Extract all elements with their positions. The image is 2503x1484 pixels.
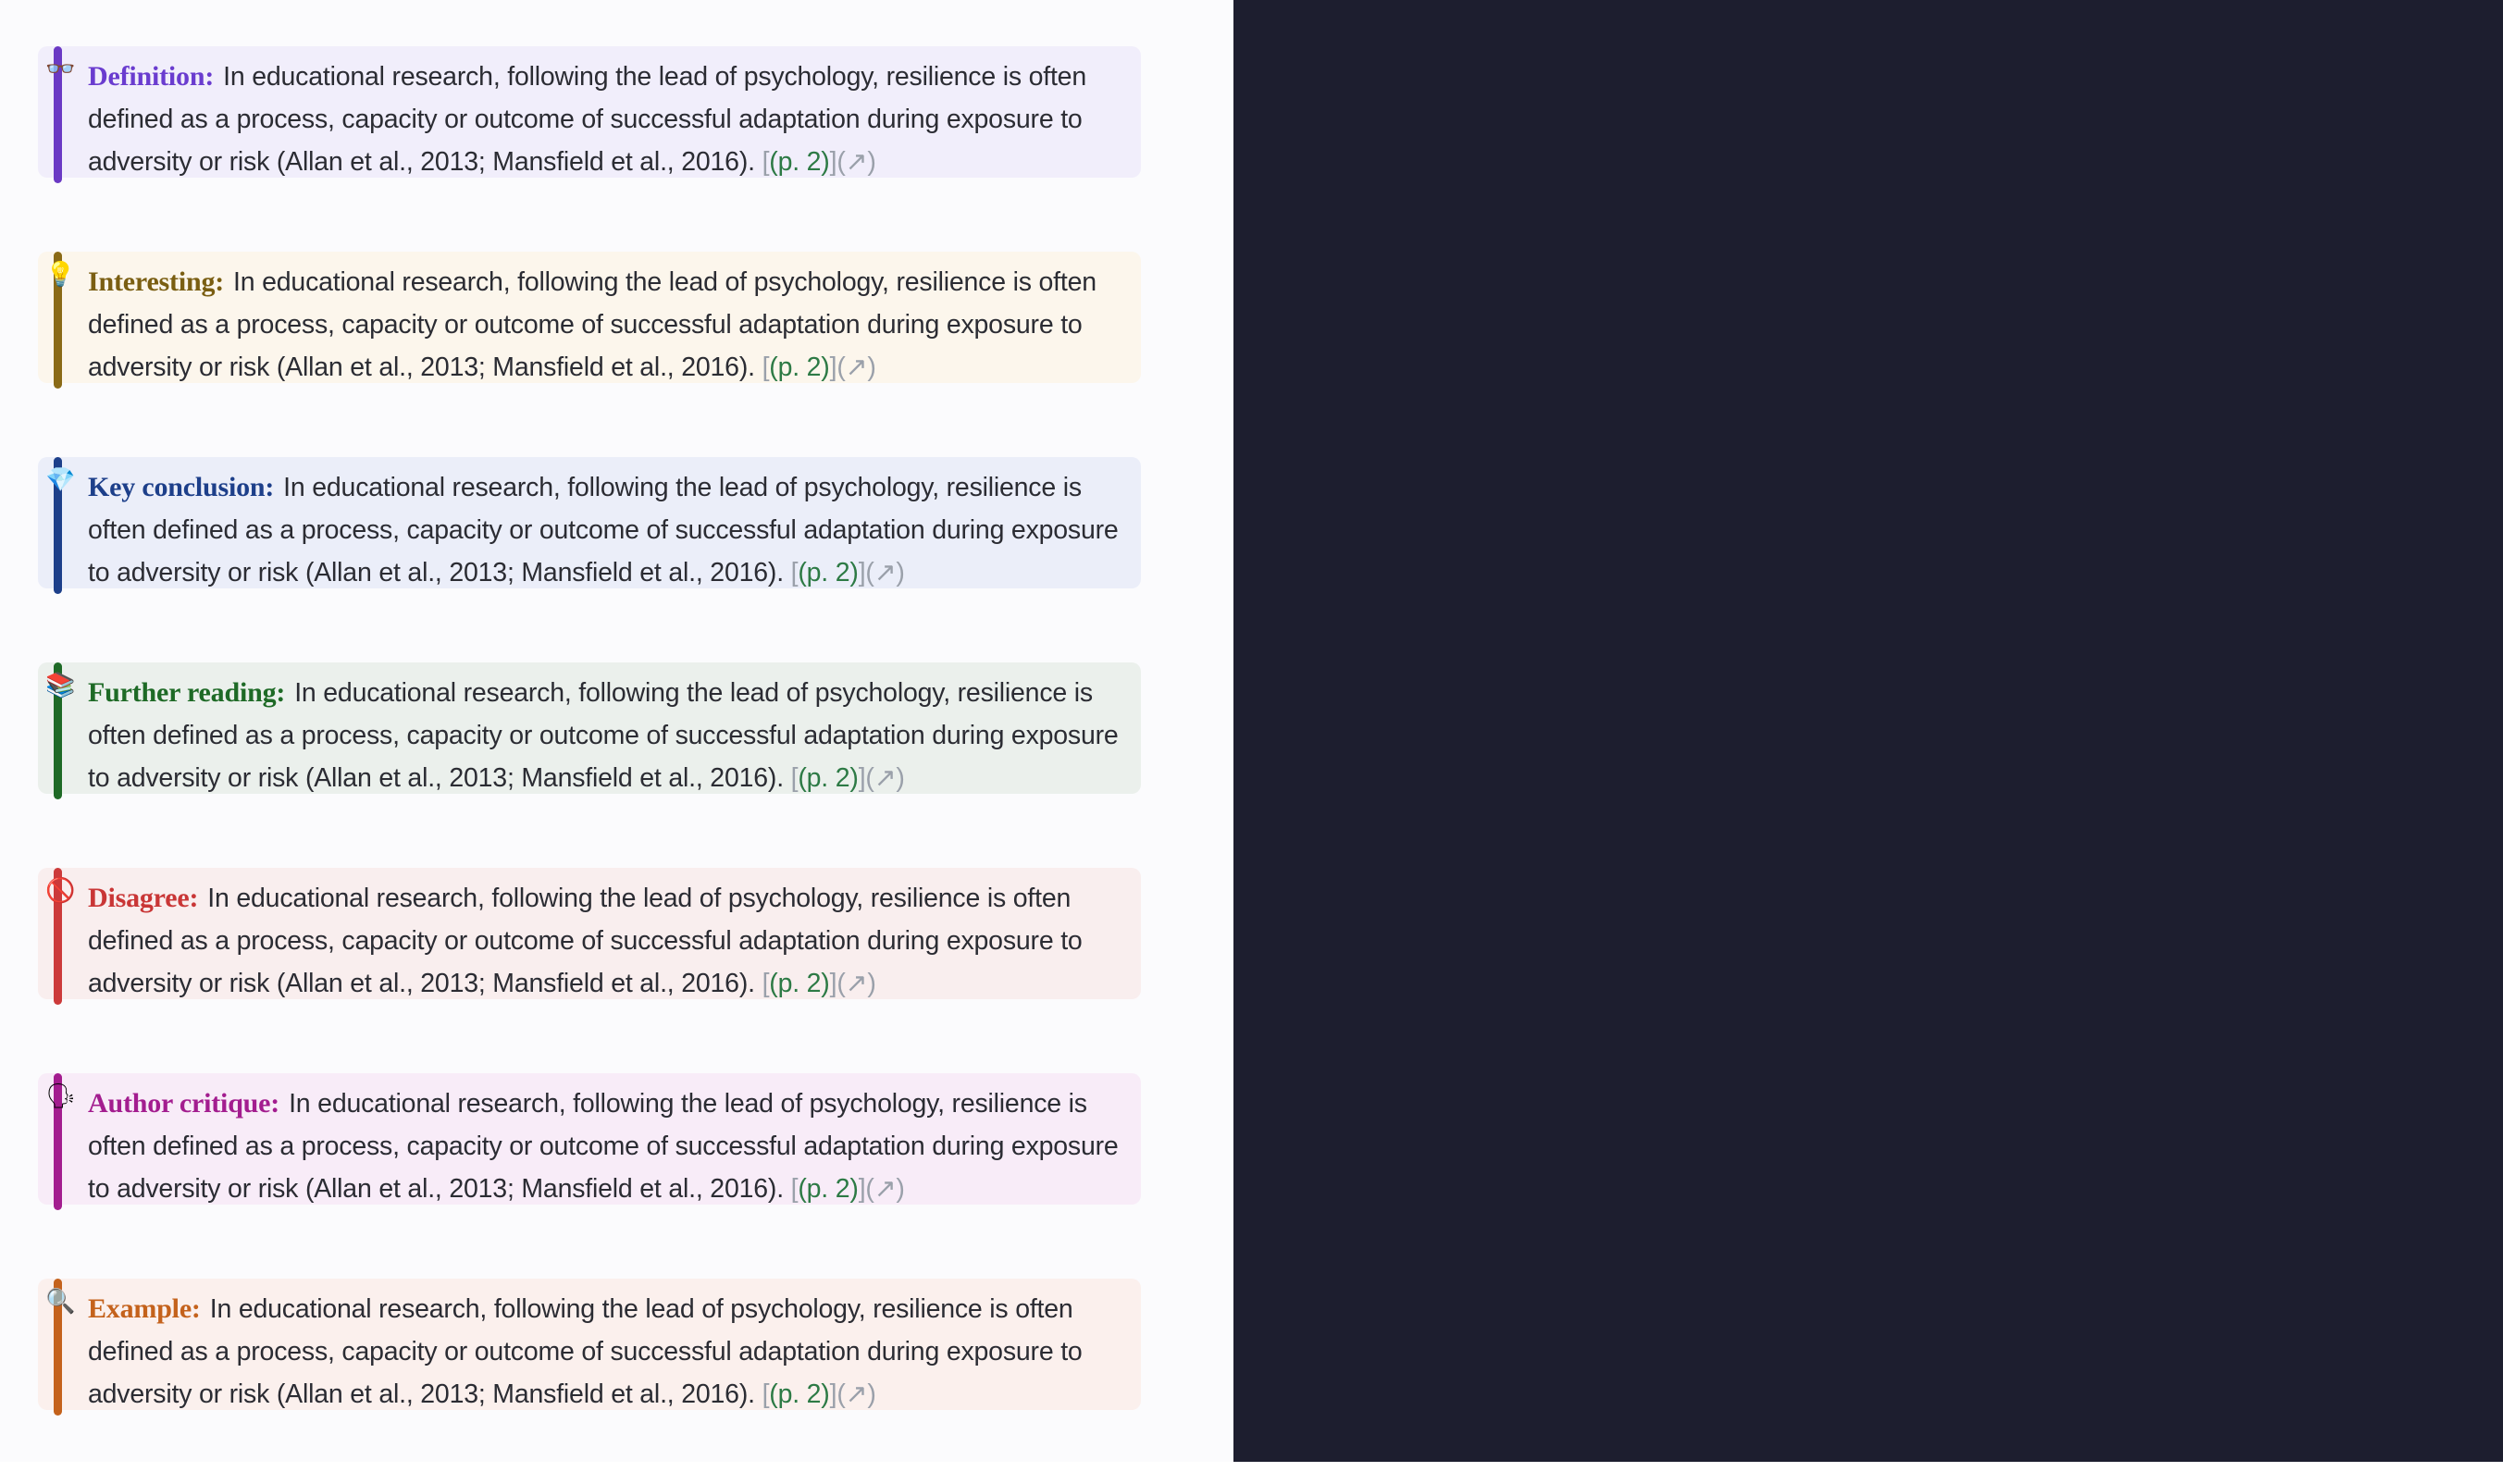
callout-example: 🔍 Example: In educational research, follow… <box>38 1279 1141 1416</box>
citation-text[interactable]: (p. 2) <box>769 352 830 382</box>
arrow-icon[interactable]: ↗ <box>874 1174 897 1204</box>
external-link-icon[interactable]: (↗) <box>836 969 876 998</box>
callout-interesting: 💡 Interesting: In educational research, fo… <box>38 252 1141 389</box>
citation-text[interactable]: (p. 2) <box>798 558 859 587</box>
citation-text[interactable]: (p. 2) <box>798 763 859 793</box>
citation-text[interactable]: (p. 2) <box>769 1379 830 1409</box>
callout-text: Disagree: In educational research, follow… <box>88 877 1122 1005</box>
external-link-icon[interactable]: (↗) <box>836 352 876 382</box>
citation-text[interactable]: (p. 2) <box>769 147 830 177</box>
arrow-icon[interactable]: ↗ <box>874 558 897 587</box>
magnifier-icon: 🔍 <box>45 1287 76 1315</box>
page-citation-link[interactable]: [(p. 2)] <box>762 352 837 382</box>
page-citation-link[interactable]: [(p. 2)] <box>762 969 837 998</box>
callout-label: Author critique: <box>88 1088 280 1119</box>
callout-definition: 👓 Definition: In educational research, fol… <box>38 46 1141 183</box>
callout-body: In educational research, following the l… <box>88 1294 1083 1409</box>
callout-key-conclusion: 💎 Key conclusion: In educational research,… <box>38 457 1141 594</box>
speaking-head-icon: 🗣 <box>45 1082 77 1109</box>
page-citation-link[interactable]: [(p. 2)] <box>790 763 866 793</box>
external-link-icon[interactable]: (↗) <box>836 1379 876 1409</box>
no-entry-icon: 🚫 <box>45 876 76 904</box>
external-link-icon[interactable]: (↗) <box>836 147 876 177</box>
callout-body: In educational research, following the l… <box>88 678 1119 793</box>
page-citation-link[interactable]: [(p. 2)] <box>790 558 866 587</box>
callout-label: Example: <box>88 1293 201 1324</box>
callout-body: In educational research, following the l… <box>88 884 1083 998</box>
callout-text: Further reading: In educational research,… <box>88 672 1122 799</box>
callout-text: Interesting: In educational research, fol… <box>88 261 1122 389</box>
callout-accent-bar <box>54 46 62 183</box>
citation-text[interactable]: (p. 2) <box>769 969 830 998</box>
callout-author-critique: 🗣 Author critique: In educational research… <box>38 1073 1141 1210</box>
dark-theme-panel: 👓Definition:In educational research, fol… <box>1233 0 2503 1462</box>
callout-body: In educational research, following the l… <box>88 1089 1119 1204</box>
external-link-icon[interactable]: (↗) <box>865 1174 905 1204</box>
arrow-icon[interactable]: ↗ <box>845 1379 868 1409</box>
callout-body: In educational research, following the l… <box>88 62 1086 177</box>
callout-disagree: 🚫 Disagree: In educational research, follo… <box>38 868 1141 1005</box>
page-citation-link[interactable]: [(p. 2)] <box>762 147 837 177</box>
page-citation-link[interactable]: [(p. 2)] <box>790 1174 866 1204</box>
callout-label: Disagree: <box>88 883 199 913</box>
callout-list-light: 👓 Definition: In educational research, fol… <box>38 46 1141 1484</box>
diamond-icon: 💎 <box>45 465 76 493</box>
callout-label: Definition: <box>88 61 215 92</box>
callout-text: Definition: In educational research, foll… <box>88 56 1122 183</box>
callout-text: Author critique: In educational research,… <box>88 1082 1122 1210</box>
callout-accent-bar <box>54 662 62 799</box>
citation-text[interactable]: (p. 2) <box>798 1174 859 1204</box>
page-citation-link[interactable]: [(p. 2)] <box>762 1379 837 1409</box>
arrow-icon[interactable]: ↗ <box>845 147 868 177</box>
callout-text: Key conclusion: In educational research, … <box>88 466 1122 594</box>
callout-text: Example: In educational research, followi… <box>88 1288 1122 1416</box>
callout-accent-bar <box>54 252 62 389</box>
light-theme-panel: 👓 Definition: In educational research, fol… <box>0 0 1233 1462</box>
callout-accent-bar <box>54 1279 62 1416</box>
callout-accent-bar <box>54 868 62 1005</box>
arrow-icon[interactable]: ↗ <box>845 969 868 998</box>
callout-label: Key conclusion: <box>88 472 275 502</box>
callout-label: Interesting: <box>88 266 225 297</box>
arrow-icon[interactable]: ↗ <box>874 763 897 793</box>
callout-further-reading: 📚 Further reading: In educational research… <box>38 662 1141 799</box>
callout-accent-bar <box>54 1073 62 1210</box>
callout-accent-bar <box>54 457 62 594</box>
lightbulb-icon: 💡 <box>45 260 76 288</box>
books-icon: 📚 <box>45 671 76 699</box>
arrow-icon[interactable]: ↗ <box>845 352 868 382</box>
glasses-icon: 👓 <box>45 55 76 82</box>
external-link-icon[interactable]: (↗) <box>865 558 905 587</box>
external-link-icon[interactable]: (↗) <box>865 763 905 793</box>
callout-body: In educational research, following the l… <box>88 473 1119 587</box>
callout-body: In educational research, following the l… <box>88 267 1097 382</box>
callout-label: Further reading: <box>88 677 286 708</box>
